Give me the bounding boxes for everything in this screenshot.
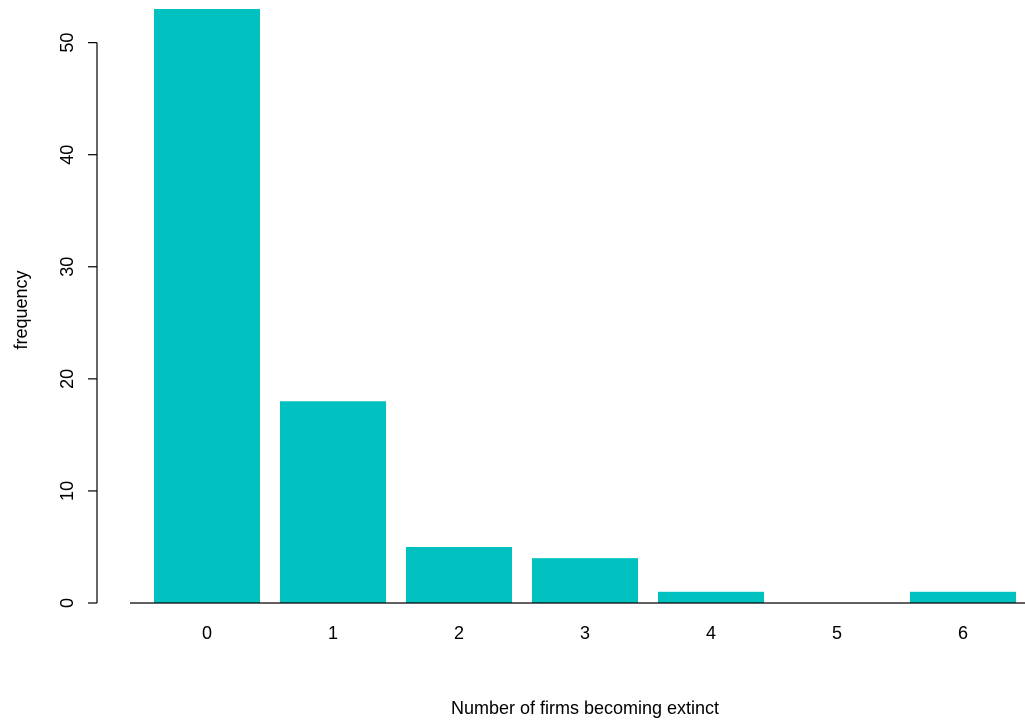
bar-0 [154,9,260,603]
x-tick-label: 0 [202,623,212,643]
y-tick-label: 30 [57,257,77,277]
x-tick-labels: 0 1 2 3 4 5 6 [202,623,968,643]
bar-4 [658,591,764,603]
y-tick-label: 10 [57,481,77,501]
y-axis-title: frequency [11,270,31,349]
y-tick-label: 20 [57,369,77,389]
bar-3 [532,558,638,603]
y-tick-label: 40 [57,145,77,165]
y-tick-label: 0 [57,598,77,608]
x-tick-label: 5 [832,623,842,643]
bar-1 [280,401,386,603]
x-tick-label: 1 [328,623,338,643]
bar-2 [406,546,512,603]
bars-group [154,9,1016,603]
y-tick-label: 50 [57,33,77,53]
x-tick-label: 4 [706,623,716,643]
bar-6 [910,591,1016,603]
x-tick-label: 6 [958,623,968,643]
x-tick-label: 3 [580,623,590,643]
y-axis: 0 10 20 30 40 50 [57,33,98,608]
x-tick-label: 2 [454,623,464,643]
x-axis-title: Number of firms becoming extinct [451,698,719,718]
